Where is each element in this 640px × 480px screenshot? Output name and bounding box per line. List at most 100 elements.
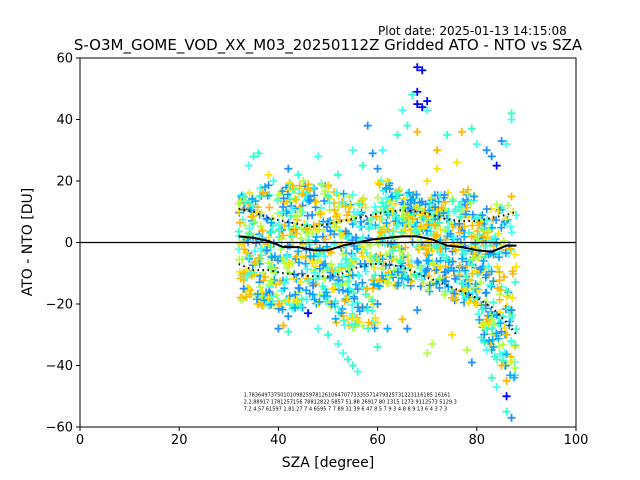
- scatter-point: [304, 309, 313, 318]
- scatter-point: [256, 222, 265, 231]
- scatter-point: [373, 300, 382, 308]
- scatter-point: [455, 271, 464, 280]
- scatter-point: [333, 339, 342, 348]
- scatter-point: [496, 286, 505, 295]
- scatter-point: [359, 233, 368, 242]
- scatter-point: [501, 215, 510, 224]
- scatter-point: [247, 212, 256, 221]
- scatter-point: [266, 276, 275, 285]
- scatter-point: [502, 330, 511, 339]
- scatter-point: [371, 271, 380, 280]
- scatter-point: [374, 240, 383, 249]
- scatter-point: [308, 257, 317, 266]
- scatter-point: [493, 200, 502, 209]
- scatter-point: [380, 239, 389, 248]
- scatter-point: [350, 294, 359, 303]
- scatter-point: [478, 305, 487, 314]
- scatter-point: [355, 222, 364, 231]
- scatter-point: [428, 339, 437, 348]
- scatter-point: [363, 306, 372, 315]
- scatter-point: [487, 267, 496, 276]
- chart-title: S-O3M_GOME_VOD_XX_M03_20250112Z Gridded …: [74, 36, 583, 55]
- scatter-point: [240, 245, 249, 254]
- scatter-point: [338, 286, 347, 295]
- scatter-point: [494, 207, 503, 216]
- scatter-point: [253, 289, 262, 298]
- scatter-point: [422, 256, 431, 265]
- scatter-point: [507, 306, 516, 315]
- scatter-point: [235, 267, 244, 276]
- scatter-point: [283, 241, 292, 250]
- scatter-point: [448, 197, 457, 206]
- scatter-point: [341, 202, 350, 211]
- scatter-point: [325, 198, 334, 207]
- scatter-point: [435, 218, 444, 227]
- scatter-point: [306, 195, 315, 204]
- scatter-point: [489, 298, 498, 307]
- scatter-point: [283, 263, 292, 272]
- scatter-point: [469, 192, 478, 201]
- scatter-point: [285, 231, 294, 240]
- scatter-point: [324, 183, 332, 192]
- scatter-point: [332, 318, 341, 327]
- scatter-point: [492, 383, 501, 392]
- scatter-point: [453, 235, 462, 244]
- scatter-point: [353, 367, 362, 376]
- scatter-point: [457, 127, 466, 136]
- bin-count-annotation: 2.2.88917 1781257156 78812822 5857 51.88…: [244, 399, 457, 405]
- scatter-point: [502, 140, 511, 149]
- scatter-point: [285, 292, 294, 301]
- scatter-point: [283, 190, 292, 199]
- scatter-point: [462, 346, 471, 355]
- scatter-point: [279, 194, 288, 203]
- scatter-point: [385, 272, 394, 281]
- scatter-point: [239, 284, 248, 293]
- scatter-point: [422, 266, 431, 275]
- scatter-point: [339, 197, 348, 206]
- bin-count-annotation: 7.2 4.57 61597 1.81 27 7 4 6595 7 7 89 3…: [244, 406, 448, 412]
- scatter-point: [364, 318, 373, 327]
- scatter-point: [467, 358, 476, 367]
- scatter-point: [482, 205, 491, 214]
- scatter-point: [420, 208, 429, 217]
- scatter-point: [438, 250, 447, 259]
- scatter-point: [468, 210, 477, 219]
- scatter-point: [303, 184, 312, 193]
- y-axis-ticks: 60 40 20 0 −20 −40 −60: [46, 52, 80, 436]
- scatter-point: [247, 290, 256, 299]
- scatter-point: [432, 279, 441, 288]
- scatter-point: [243, 283, 252, 292]
- scatter-points: [234, 63, 521, 422]
- scatter-point: [245, 229, 254, 238]
- scatter-point: [375, 223, 384, 232]
- scatter-point: [354, 318, 363, 327]
- scatter-point: [315, 297, 324, 306]
- scatter-point: [435, 274, 444, 283]
- scatter-point: [357, 243, 366, 252]
- scatter-point: [442, 254, 451, 263]
- scatter-point: [506, 222, 515, 231]
- scatter-point: [472, 140, 481, 149]
- scatter-point: [342, 255, 351, 264]
- scatter-point: [337, 309, 346, 318]
- scatter-point: [294, 247, 303, 256]
- scatter-point: [256, 183, 265, 192]
- scatter-point: [469, 283, 478, 292]
- scatter-point: [464, 298, 473, 307]
- bin-count-annotation: 1.78364973750101098259781261064707733355…: [244, 392, 451, 398]
- mean-line: [238, 235, 517, 253]
- scatter-point: [353, 285, 362, 294]
- scatter-point: [507, 109, 516, 118]
- scatter-point: [344, 277, 353, 286]
- scatter-point: [237, 240, 246, 249]
- scatter-point: [249, 152, 258, 161]
- scatter-point: [497, 361, 506, 370]
- scatter-point: [433, 164, 442, 173]
- scatter-point: [384, 278, 393, 287]
- mean-curve: [238, 235, 517, 253]
- scatter-point: [237, 296, 246, 305]
- scatter-point: [367, 222, 376, 231]
- scatter-point: [290, 223, 299, 232]
